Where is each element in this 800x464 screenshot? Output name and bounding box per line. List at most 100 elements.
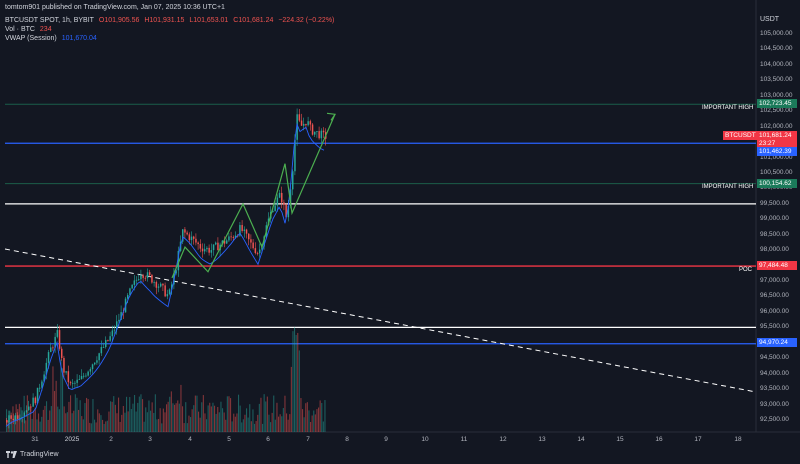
ohlc-close: C101,681.24 — [233, 17, 274, 24]
price-tick: 93,500.00 — [760, 385, 789, 393]
publisher-text: tomtom901 published on TradingView.com, … — [5, 4, 225, 11]
candle-body — [307, 121, 309, 126]
candle-body — [197, 242, 199, 245]
time-tick: 15 — [616, 436, 624, 443]
volume-bar — [89, 422, 91, 432]
volume-bar — [268, 414, 270, 432]
volume-label: Vol · BTC — [5, 26, 35, 33]
volume-bar — [153, 412, 155, 432]
price-tick: 103,000.00 — [760, 91, 793, 99]
volume-bar — [239, 405, 241, 432]
volume-bar — [9, 410, 11, 432]
candle-body — [129, 288, 131, 296]
candle-body — [175, 270, 177, 274]
price-tick: 102,500.00 — [760, 107, 793, 115]
volume-bar — [148, 400, 150, 432]
volume-bar — [281, 416, 283, 432]
symbol-name[interactable]: BTCUSDT SPOT, 1h, BYBIT — [5, 17, 94, 24]
volume-bar — [191, 409, 193, 432]
volume-bar — [87, 399, 89, 432]
price-tick: 96,000.00 — [760, 307, 789, 315]
time-tick: 12 — [499, 436, 507, 443]
volume-bar — [81, 416, 83, 432]
candle-body — [87, 371, 89, 376]
candle-body — [41, 381, 43, 388]
vwap-legend[interactable]: VWAP (Session) 101,670.04 — [5, 34, 100, 43]
volume-bar — [231, 421, 233, 432]
candle-body — [74, 382, 76, 384]
volume-bar — [135, 411, 137, 432]
price-tick: 103,500.00 — [760, 76, 793, 84]
volume-bar — [263, 394, 265, 432]
candle-body — [12, 418, 15, 421]
price-tick: 94,500.00 — [760, 354, 789, 362]
candle-body — [305, 123, 307, 126]
countdown-tag: 23:27 — [757, 139, 797, 148]
candle-body — [162, 283, 164, 286]
candle-body — [281, 192, 283, 203]
volume-bar — [236, 413, 238, 432]
candle-body — [294, 139, 296, 172]
volume-bar — [129, 397, 131, 432]
symbol-legend[interactable]: BTCUSDT SPOT, 1h, BYBIT O101,905.56 H101… — [5, 16, 337, 25]
volume-bar — [158, 418, 160, 432]
volume-bar — [132, 403, 134, 432]
volume-bar — [202, 395, 204, 432]
candle-body — [127, 295, 129, 299]
candle-body — [76, 379, 78, 383]
volume-bar — [278, 416, 280, 432]
tradingview-logo[interactable]: TradingView — [6, 451, 59, 458]
candle-body — [199, 244, 202, 249]
price-tick: 98,500.00 — [760, 230, 789, 238]
volume-bar — [105, 421, 107, 432]
volume-bar — [226, 396, 228, 432]
candle-body — [234, 235, 237, 238]
candle-body — [50, 347, 52, 353]
time-tick: 13 — [538, 436, 546, 443]
price-tick: 97,000.00 — [760, 277, 789, 285]
volume-bar — [33, 410, 35, 432]
volume-bar — [220, 401, 222, 432]
volume-bar — [319, 400, 321, 432]
time-tick: 2025 — [64, 436, 80, 443]
candle-body — [160, 283, 162, 287]
volume-legend[interactable]: Vol · BTC 234 — [5, 25, 55, 34]
candle-body — [72, 382, 74, 384]
volume-bar — [311, 415, 313, 432]
volume-bar — [156, 419, 158, 432]
price-tick: 92,500.00 — [760, 416, 789, 423]
poc-price-tag: 97,484.48 — [757, 261, 797, 270]
candle-body — [289, 189, 292, 206]
volume-bar — [47, 419, 49, 432]
volume-bar — [174, 404, 176, 432]
volume-bar — [55, 380, 57, 432]
candle-body — [311, 124, 314, 135]
volume-bar — [201, 402, 203, 432]
volume-bar — [250, 421, 252, 432]
volume-bar — [134, 394, 136, 432]
volume-bar — [262, 423, 264, 432]
volume-bar — [258, 403, 260, 432]
currency-label[interactable]: USDT — [760, 16, 780, 23]
time-tick: 7 — [306, 436, 310, 443]
candle-body — [259, 249, 261, 254]
price-tick: 94,000.00 — [760, 369, 789, 377]
volume-bar — [206, 419, 208, 432]
volume-bar — [287, 419, 289, 432]
candle-body — [201, 248, 204, 252]
candle-body — [78, 378, 81, 380]
volume-bar — [209, 402, 211, 432]
volume-bar — [322, 421, 324, 432]
candle-body — [89, 369, 92, 372]
candle-body — [63, 357, 65, 373]
volume-bar — [49, 410, 51, 432]
candle-body — [155, 282, 158, 288]
vwap-price-tag: 101,462.39 — [757, 147, 797, 156]
volume-bar — [306, 402, 308, 432]
candle-body — [138, 279, 140, 281]
candle-body — [65, 371, 67, 373]
volume-bar — [71, 413, 73, 432]
candle-body — [316, 131, 318, 132]
volume-bar — [50, 406, 52, 432]
